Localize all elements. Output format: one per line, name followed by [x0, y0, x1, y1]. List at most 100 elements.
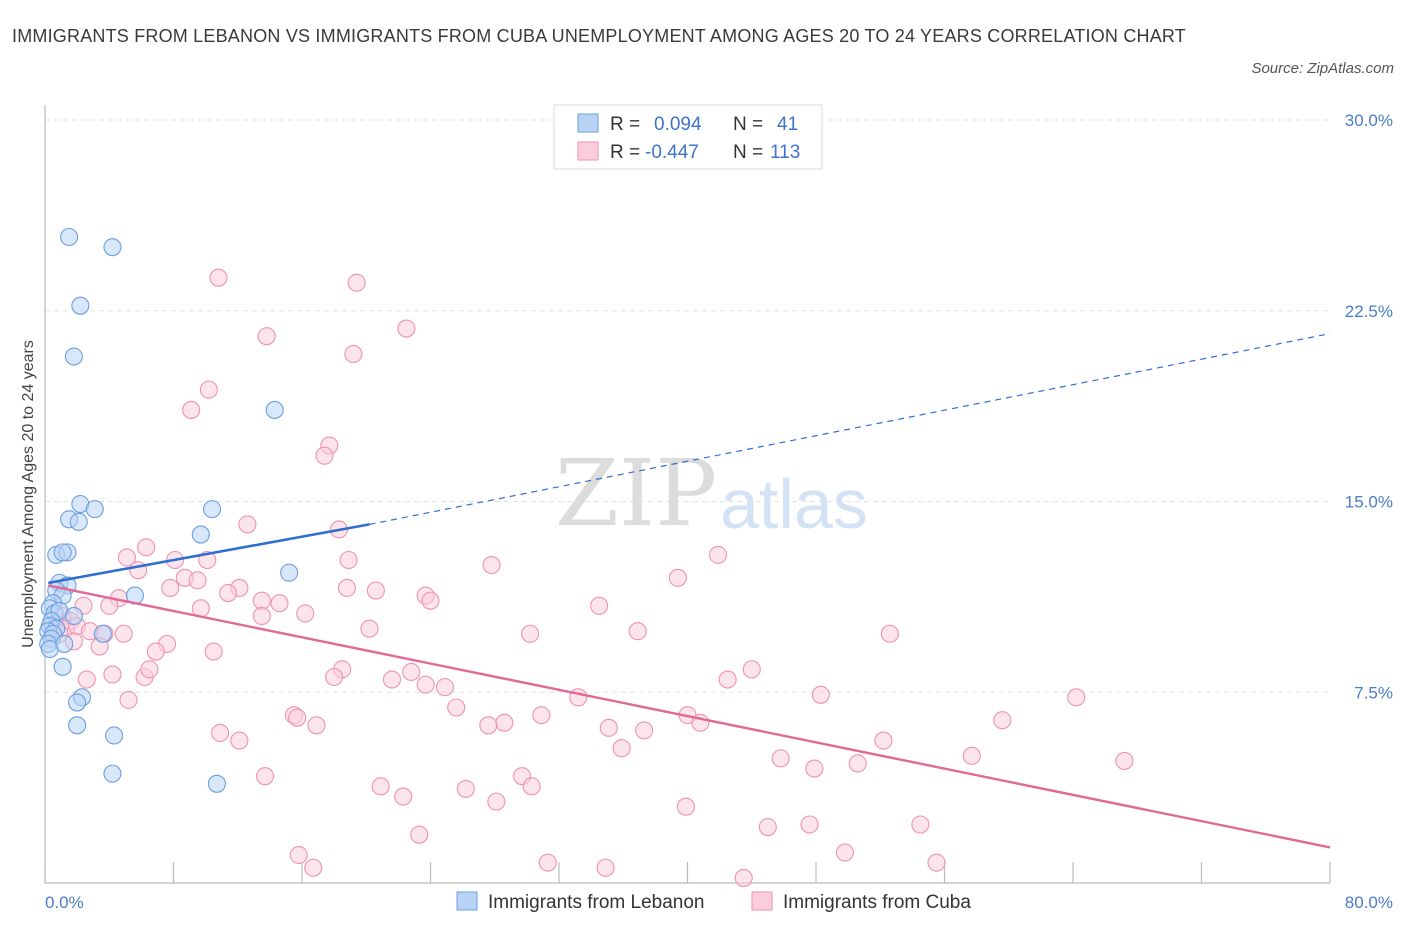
cuba-point-94: [371, 777, 390, 796]
cuba-point-22: [161, 578, 180, 598]
cuba-point-12: [117, 548, 136, 567]
cuba-point-84: [211, 723, 230, 742]
series-legend: Immigrants from Lebanon Immigrants from …: [456, 891, 971, 913]
stats-legend-box: [553, 104, 823, 170]
cuba-point-9: [238, 515, 257, 534]
cuba-point-99: [522, 777, 541, 796]
cuba-point-106: [304, 858, 323, 877]
cuba-point-36: [296, 604, 315, 623]
cuba-point-85: [230, 731, 249, 750]
cuba-point-56: [103, 665, 122, 684]
cuba-point-28: [270, 594, 289, 613]
cuba-point-76: [288, 708, 307, 727]
cuba-point-55: [204, 642, 223, 661]
cuba-point-24: [337, 578, 357, 598]
cuba-point-97: [487, 792, 506, 811]
x-tick-label-min: 0.0%: [45, 893, 84, 912]
cuba-point-1: [347, 273, 366, 292]
cuba-point-107: [538, 853, 557, 872]
lebanon-point-2: [71, 296, 90, 315]
lebanon-point-0: [60, 227, 79, 247]
cuba-point-88: [771, 749, 790, 768]
chart-title: IMMIGRANTS FROM LEBANON VS IMMIGRANTS FR…: [12, 26, 1187, 46]
cuba-point-96: [456, 779, 475, 798]
cuba-point-91: [962, 746, 981, 765]
cuba-point-89: [805, 759, 824, 778]
watermark-atlas: atlas: [720, 465, 868, 543]
cuba-point-108: [596, 858, 615, 877]
cuba-point-63: [416, 675, 435, 694]
lebanon-point-8: [69, 512, 88, 531]
cuba-point-100: [676, 797, 695, 816]
cuba-point-47: [360, 619, 379, 638]
lebanon-trend-extension: [369, 333, 1331, 525]
cuba-point-65: [718, 670, 737, 689]
cuba-point-66: [742, 660, 761, 679]
legend-n-label-lebanon: N =: [733, 114, 763, 135]
y-axis-label: Unemployment Among Ages 20 to 24 years: [20, 340, 37, 648]
cuba-point-46: [114, 624, 133, 643]
cuba-point-16: [482, 556, 501, 575]
cuba-point-111: [927, 853, 946, 872]
legend-n-value-cuba: 113: [770, 142, 800, 163]
y-tick-label-2: 22.5%: [1345, 302, 1393, 321]
cuba-point-6: [182, 400, 201, 419]
cuba-point-110: [835, 843, 854, 862]
lebanon-point-13: [53, 543, 72, 562]
series-legend-label-lebanon: Immigrants from Lebanon: [488, 892, 705, 913]
lebanon-point-41: [207, 774, 226, 793]
cuba-point-90: [848, 754, 867, 773]
cuba-point-60: [325, 667, 344, 687]
cuba-point-32: [590, 596, 609, 615]
cuba-point-11: [137, 538, 156, 557]
stats-legend: R = 0.094 N = 41 R = -0.447 N = 113: [553, 104, 823, 170]
cuba-point-103: [911, 815, 930, 834]
cuba-point-95: [394, 787, 413, 806]
cuba-point-27: [252, 591, 271, 610]
x-axis-ticks: [44, 862, 1331, 883]
legend-n-value-lebanon: 41: [777, 114, 798, 135]
series-legend-label-cuba: Immigrants from Cuba: [783, 892, 971, 913]
lebanon-point-24: [64, 606, 83, 626]
lebanon-point-40: [103, 764, 122, 783]
series-legend-swatch-lebanon: [456, 891, 478, 911]
chart-source: Source: ZipAtlas.com: [1251, 60, 1394, 77]
lebanon-point-39: [105, 726, 124, 745]
cuba-point-93: [256, 767, 275, 786]
cuba-point-48: [521, 624, 540, 643]
cuba-point-78: [479, 716, 498, 735]
cuba-point-26: [219, 584, 238, 603]
lebanon-point-14: [280, 563, 299, 582]
gridlines: [45, 119, 1330, 693]
trend-lines: [47, 333, 1331, 849]
cuba-point-4: [344, 344, 363, 364]
legend-r-value-cuba: -0.447: [645, 142, 699, 163]
cuba-point-64: [435, 678, 455, 697]
legend-n-label-cuba: N =: [733, 142, 763, 163]
y-tick-label-0: 7.5%: [1354, 683, 1393, 702]
cuba-point-109: [734, 868, 753, 887]
cuba-point-3: [257, 327, 276, 346]
cuba-point-58: [140, 660, 159, 679]
y-tick-label-3: 30.0%: [1345, 111, 1393, 130]
watermark-zip: ZIP: [555, 440, 717, 547]
cuba-point-49: [628, 622, 647, 641]
legend-r-value-lebanon: 0.094: [654, 114, 702, 135]
cuba-point-104: [410, 825, 429, 844]
cuba-point-68: [119, 690, 138, 709]
cuba-point-83: [993, 711, 1012, 730]
legend-swatch-cuba: [577, 141, 599, 161]
cuba-point-105: [289, 845, 308, 865]
cuba-point-62: [382, 670, 402, 689]
legend-r-label-cuba: R =: [610, 142, 640, 163]
cuba-point-102: [800, 815, 819, 834]
lebanon-point-33: [93, 624, 112, 643]
legend-swatch-lebanon: [577, 113, 599, 133]
lebanon-point-10: [191, 525, 210, 544]
cuba-point-61: [402, 662, 421, 681]
cuba-point-86: [612, 739, 631, 758]
cuba-point-79: [599, 718, 618, 737]
cuba-point-71: [1067, 688, 1086, 707]
cuba-point-74: [532, 706, 551, 725]
